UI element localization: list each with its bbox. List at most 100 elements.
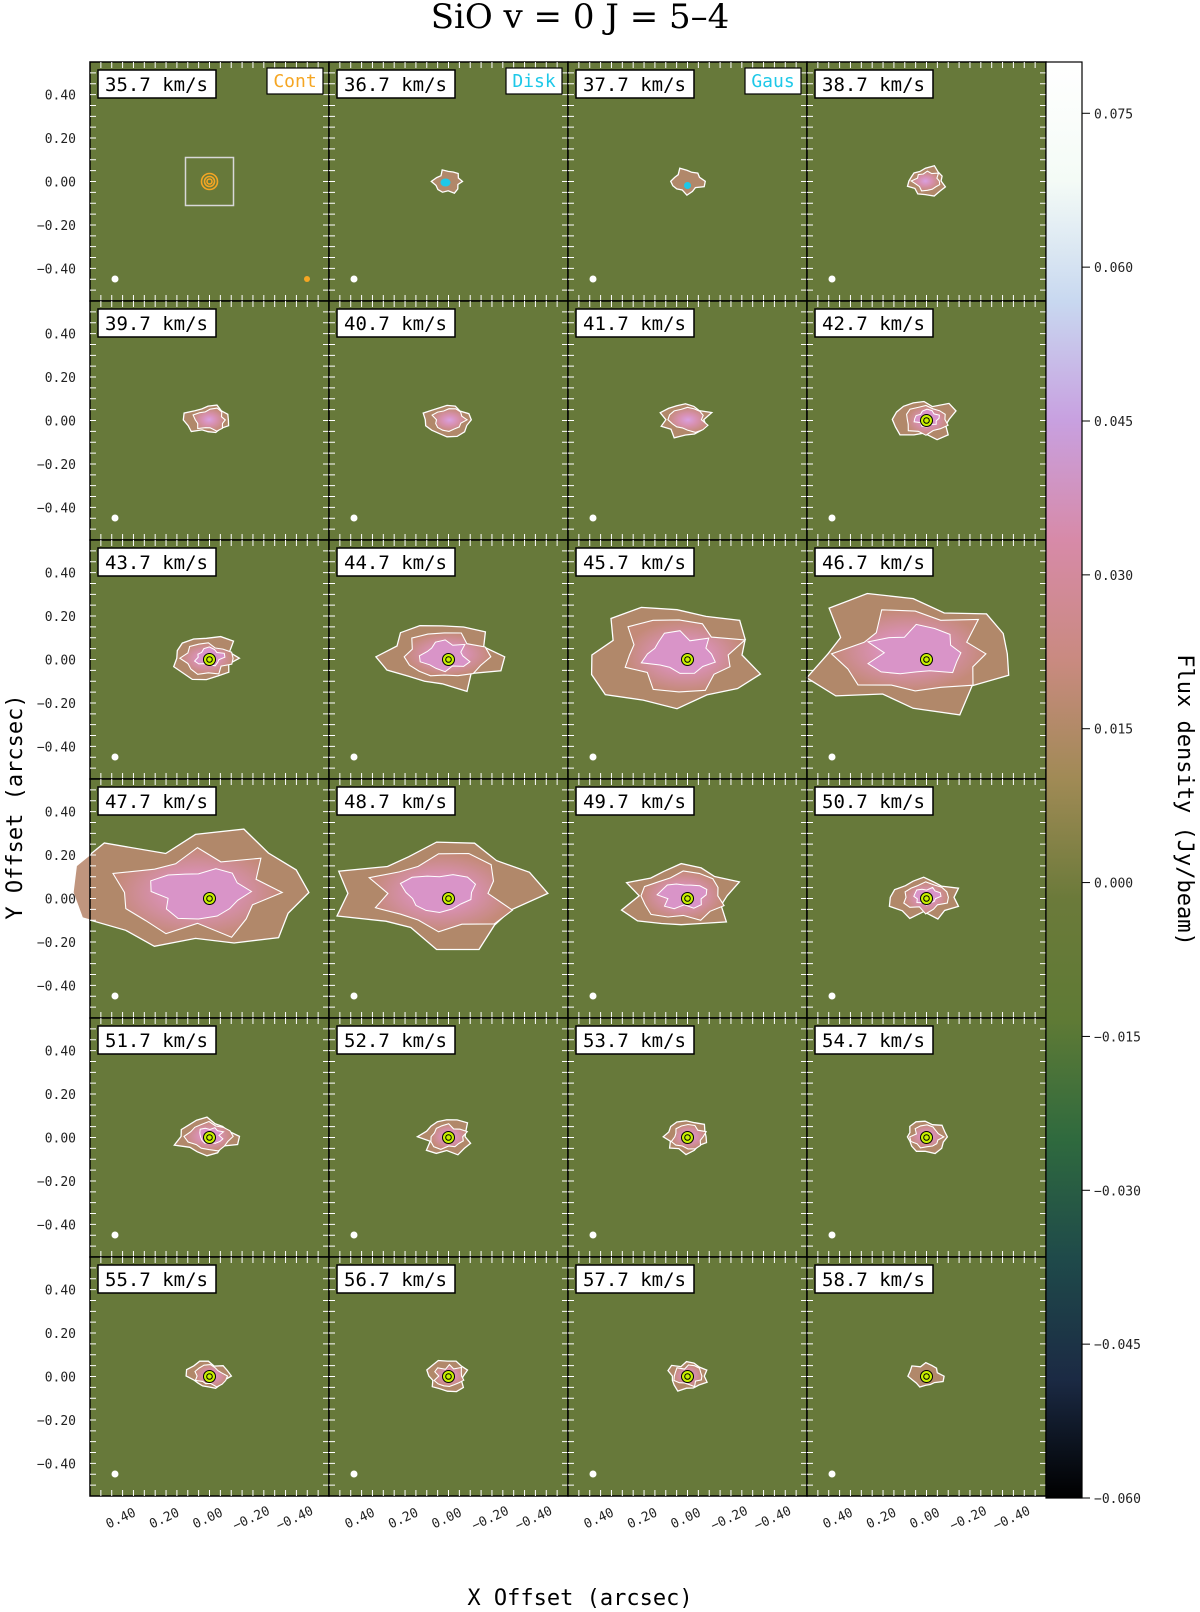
star-marker-ring [445, 1134, 452, 1141]
panel-background [90, 62, 329, 301]
channel-panel: 48.7 km/s [328, 778, 569, 1019]
velocity-label: 45.7 km/s [583, 552, 686, 574]
continuum-beam [304, 276, 310, 282]
x-tick-label: −0.40 [513, 1504, 555, 1534]
channel-panel: 37.7 km/s Gaus [567, 61, 808, 302]
velocity-label-box [336, 1025, 456, 1055]
beam-ellipse [111, 1470, 119, 1478]
model-label: Cont [273, 71, 316, 92]
channel-panel: 56.7 km/s 0.40 0.20 0.00 −0.20 −0.40 [328, 1256, 569, 1534]
emission-region [669, 167, 707, 197]
colorbar-tick-label: −0.060 [1094, 1492, 1141, 1507]
panel-ticks [568, 779, 807, 1018]
y-tick-label: 0.00 [45, 654, 76, 669]
y-tick-label: −0.20 [37, 697, 76, 712]
emission-contour-core [150, 868, 253, 920]
panel-ticks [807, 540, 1046, 779]
emission-contour-inner [192, 407, 227, 432]
x-tick-label: 0.20 [386, 1505, 421, 1532]
velocity-label: 37.7 km/s [583, 74, 686, 96]
y-tick-label: 0.20 [45, 132, 76, 147]
channel-panel: 55.7 km/s0.400.200.00−0.20−0.400.40 0.20 0… [37, 1256, 330, 1534]
velocity-label-box [575, 547, 695, 577]
x-tick-label: 0.00 [430, 1505, 465, 1532]
star-marker [442, 1370, 455, 1383]
star-marker-ring [206, 895, 213, 902]
y-tick-label: −0.20 [37, 458, 76, 473]
y-tick-label: 0.40 [45, 1284, 76, 1299]
velocity-label: 42.7 km/s [822, 313, 925, 335]
star-marker-ring [923, 895, 930, 902]
panel-ticks [807, 301, 1046, 540]
channel-panel: 36.7 km/s Disk [328, 61, 569, 302]
x-tick-label: 0.00 [669, 1505, 704, 1532]
y-tick-label: 0.40 [45, 328, 76, 343]
velocity-label: 52.7 km/s [344, 1030, 447, 1052]
beam-ellipse [828, 1470, 836, 1478]
star-marker-ring [923, 1134, 930, 1141]
x-tick-label: −0.40 [752, 1504, 794, 1534]
emission-contour-core [640, 630, 716, 674]
star-marker [203, 892, 216, 905]
y-tick-label: 0.00 [45, 1132, 76, 1147]
channel-panel: 46.7 km/s [805, 539, 1047, 780]
channel-panel: 39.7 km/s 0.40 0.20 0.00 −0.20 −0.40 [37, 300, 330, 541]
panel-ticks [329, 779, 568, 1018]
beam-ellipse [350, 1231, 358, 1239]
velocity-label-box [575, 69, 695, 99]
velocity-label: 57.7 km/s [583, 1269, 686, 1291]
y-tick-label: 0.20 [45, 849, 76, 864]
y-tick-label: 0.20 [45, 371, 76, 386]
emission-contour-core [399, 874, 477, 914]
gaussian-marker [684, 182, 691, 189]
panel-ticks [807, 779, 1046, 1018]
y-axis-title: Y Offset (arcsec) [3, 694, 28, 919]
colorbar-tick-label: −0.015 [1094, 1030, 1141, 1045]
x-tick-label: −0.20 [948, 1504, 990, 1534]
beam-ellipse [111, 753, 119, 761]
channel-panel: 52.7 km/s [328, 1017, 569, 1258]
zoom-box [184, 156, 235, 207]
x-tick-label: 0.00 [908, 1505, 943, 1532]
velocity-label-box [575, 308, 695, 338]
velocity-label: 35.7 km/s [105, 74, 208, 96]
velocity-label-box [575, 786, 695, 816]
panel-ticks [329, 1018, 568, 1257]
star-marker [681, 1370, 694, 1383]
colorbar-tick-label: −0.030 [1094, 1184, 1141, 1199]
velocity-label-box [814, 1264, 934, 1294]
x-tick-label: −0.40 [274, 1504, 316, 1534]
beam-ellipse [111, 514, 119, 522]
velocity-label: 51.7 km/s [105, 1030, 208, 1052]
velocity-label-box [814, 547, 934, 577]
panel-ticks [90, 779, 329, 1018]
beam-ellipse [111, 992, 119, 1000]
channel-panel: 54.7 km/s [806, 1017, 1047, 1258]
velocity-label-box [575, 1264, 695, 1294]
channel-panel: 51.7 km/s 0.40 0.20 0.00 −0.20 −0.40 [37, 1017, 330, 1258]
y-tick-label: 0.00 [45, 893, 76, 908]
x-tick-label: 0.40 [821, 1505, 856, 1532]
velocity-label-box [336, 1264, 456, 1294]
star-marker [920, 653, 933, 666]
y-tick-label: 0.00 [45, 176, 76, 191]
panel-ticks [90, 540, 329, 779]
x-tick-label: 0.20 [864, 1505, 899, 1532]
panel-ticks [568, 1018, 807, 1257]
x-tick-label: 0.20 [147, 1505, 182, 1532]
star-marker [203, 1131, 216, 1144]
model-label-box [744, 67, 802, 95]
beam-ellipse [828, 992, 836, 1000]
panel-ticks [329, 1257, 568, 1496]
beam-ellipse [589, 275, 597, 283]
velocity-label: 58.7 km/s [822, 1269, 925, 1291]
velocity-label-box [814, 69, 934, 99]
chart-title: SiO v = 0 J = 5–4 [431, 0, 730, 37]
panel-grid: 35.7 km/s Cont0.400.200.00−0.20−0.4036.7 … [37, 61, 1047, 1534]
beam-ellipse [589, 514, 597, 522]
velocity-label: 49.7 km/s [583, 791, 686, 813]
star-marker [920, 1131, 933, 1144]
velocity-label: 55.7 km/s [105, 1269, 208, 1291]
panel-ticks [329, 62, 568, 301]
y-tick-label: −0.20 [37, 1175, 76, 1190]
